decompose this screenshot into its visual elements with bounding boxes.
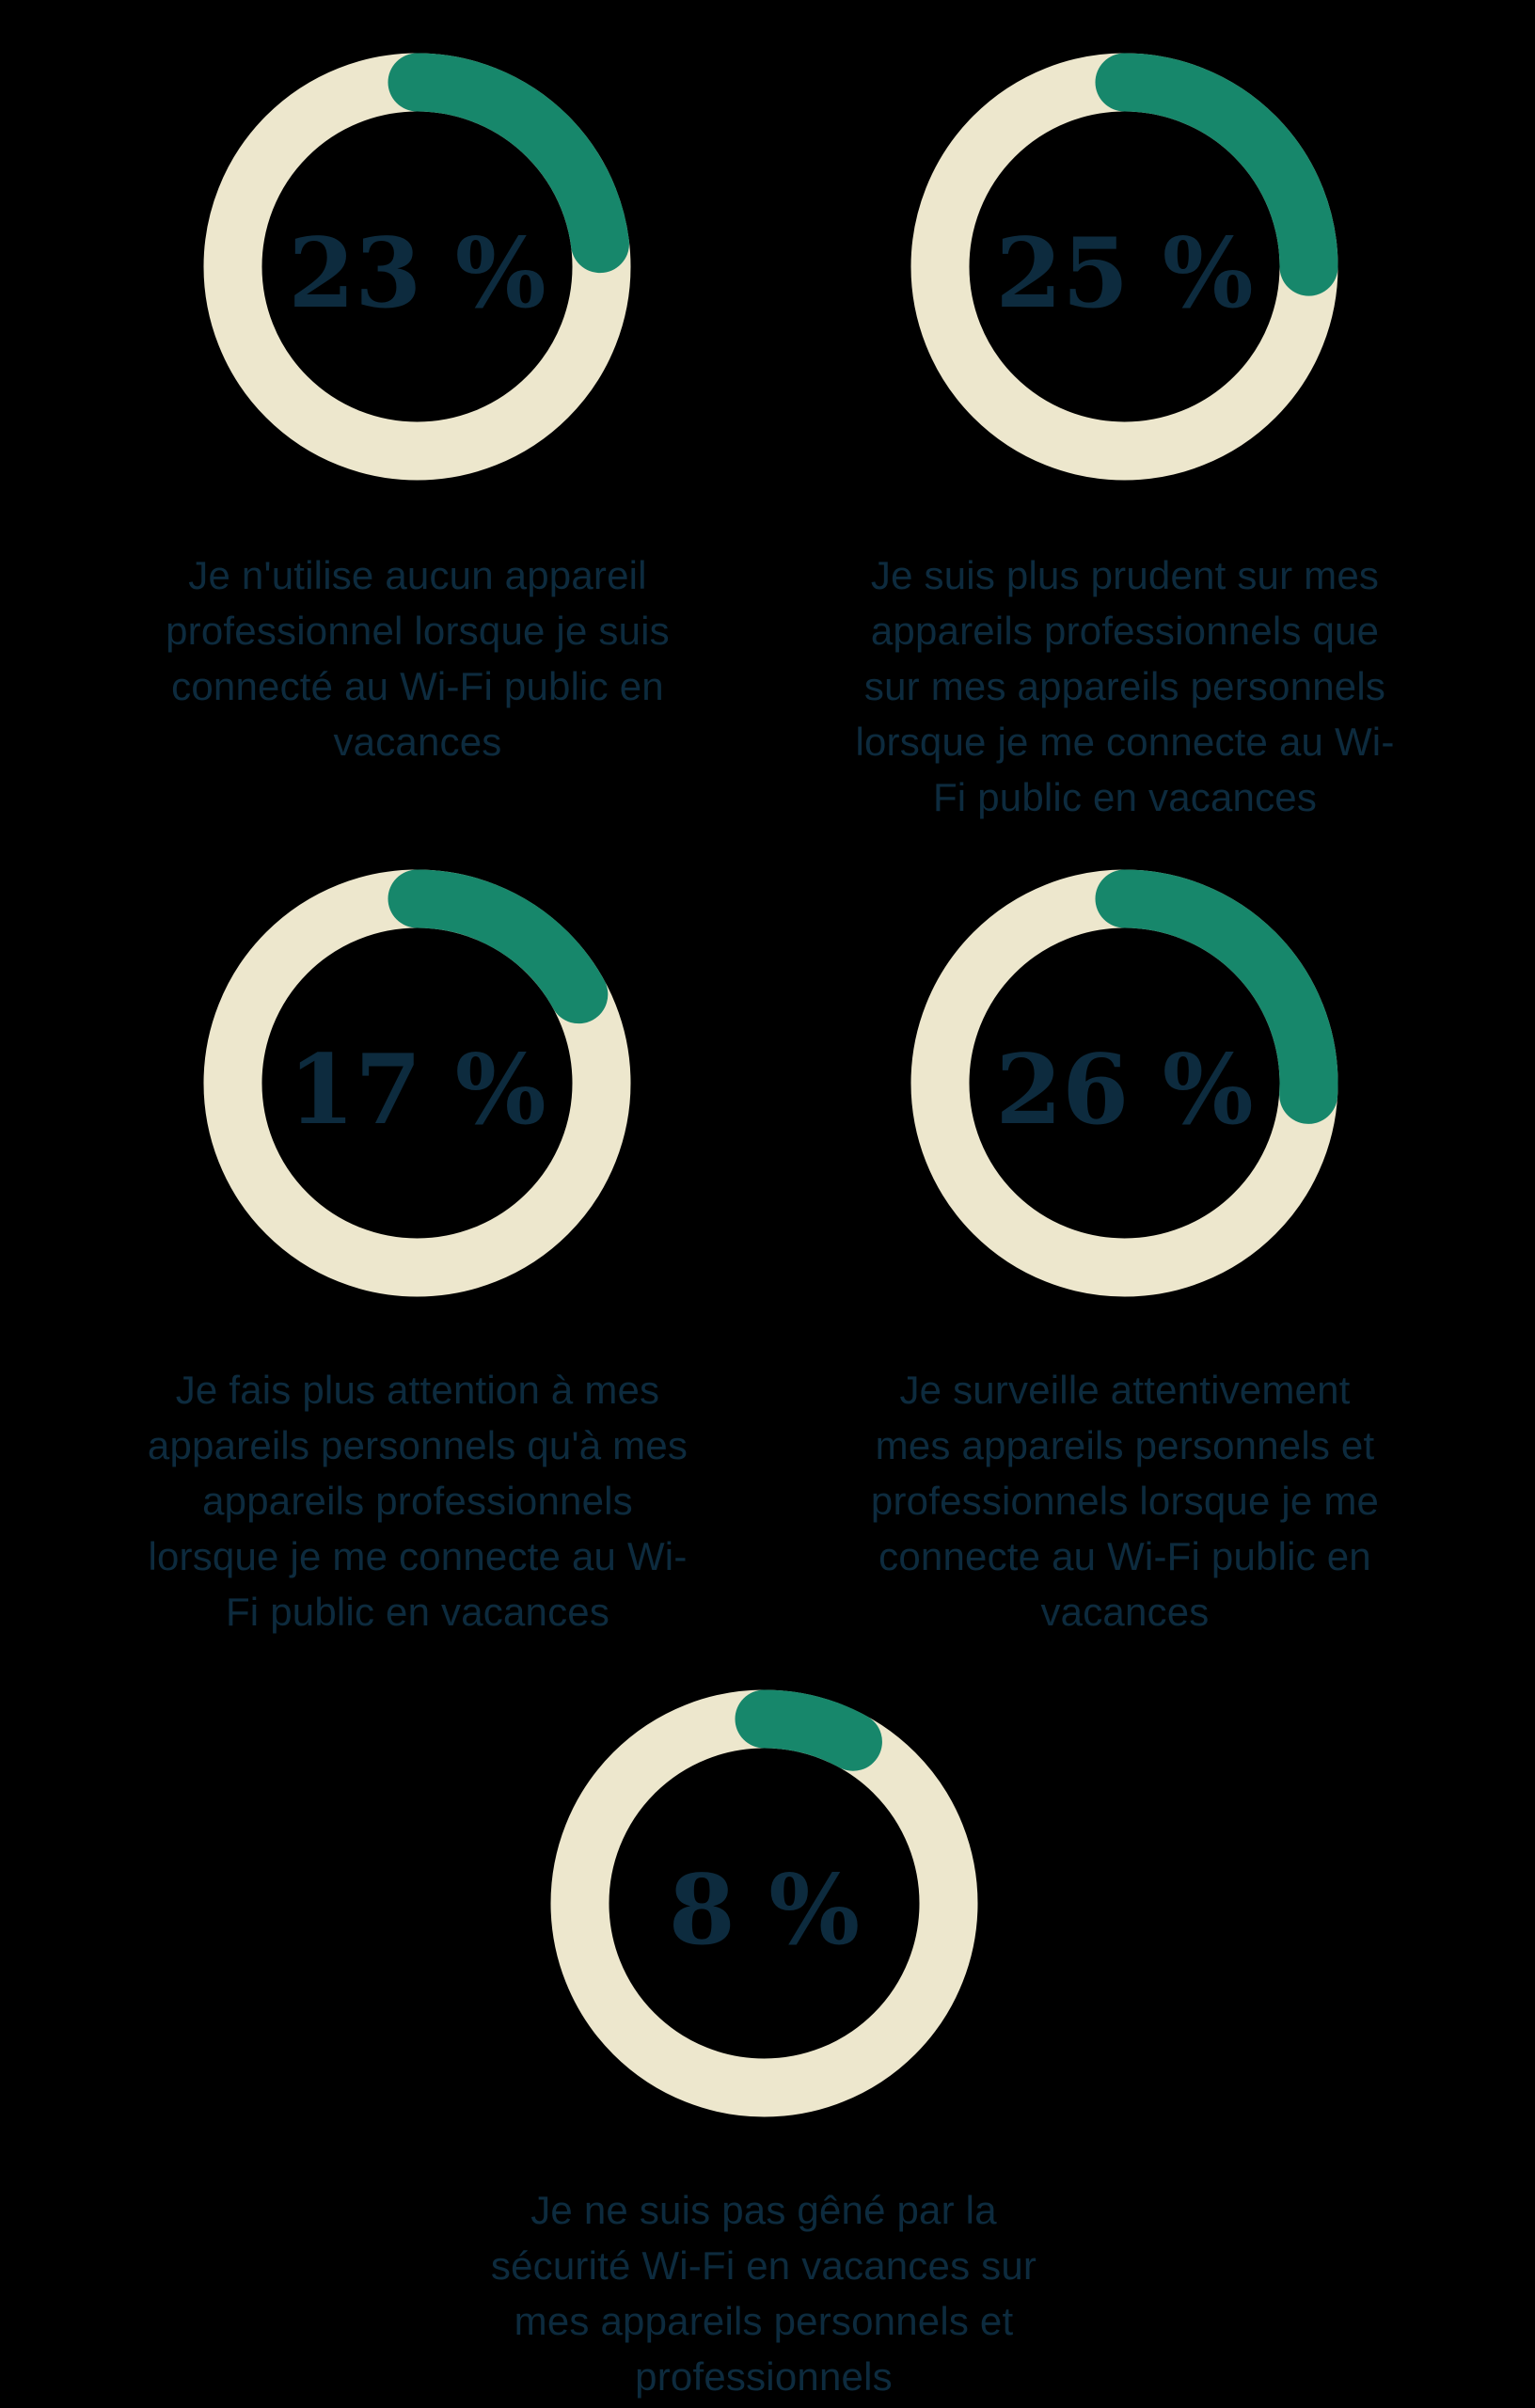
donut-chart-2: 25 %: [910, 53, 1338, 481]
donut-chart-4: 26 %: [910, 869, 1338, 1297]
caption-line: appareils professionnels que: [870, 609, 1380, 653]
donut-caption: Je fais plus attention à mes appareils p…: [135, 1362, 700, 1640]
caption-line: Fi public en vacances: [932, 775, 1318, 819]
donut-value-label: 26 %: [995, 1034, 1253, 1147]
donut-value-label: 23 %: [288, 217, 546, 330]
donut-caption: Je suis plus prudent sur mes appareils p…: [843, 547, 1407, 825]
caption-line: mes appareils personnels et: [875, 1423, 1375, 1467]
caption-line: Je surveille attentivement: [899, 1368, 1351, 1412]
donut-chart-3: 17 %: [203, 869, 631, 1297]
donut-chart-5: 8 %: [550, 1689, 978, 2117]
caption-line: lorsque je me connecte au Wi-: [855, 720, 1395, 764]
donut-progress-arc: [203, 53, 631, 481]
donut-progress-arc: [910, 869, 1338, 1297]
caption-line: mes appareils personnels et: [514, 2299, 1014, 2343]
donut-caption: Je n'utilise aucun appareil professionne…: [135, 547, 700, 769]
donut-caption: Je ne suis pas gêné par la sécurité Wi-F…: [482, 2182, 1046, 2404]
donut-progress-arc: [550, 1689, 978, 2117]
donut-caption: Je surveille attentivement mes appareils…: [843, 1362, 1407, 1640]
caption-line: Fi public en vacances: [225, 1590, 610, 1634]
caption-line: Je fais plus attention à mes: [175, 1368, 660, 1412]
caption-line: Je n'utilise aucun appareil: [188, 553, 647, 597]
donut-chart-1: 23 %: [203, 53, 631, 481]
donut-value-label: 25 %: [995, 217, 1253, 330]
donut-progress-arc: [910, 53, 1338, 481]
caption-line: vacances: [1040, 1590, 1210, 1634]
caption-line: professionnels lorsque je me: [870, 1479, 1380, 1523]
donut-progress-arc: [203, 869, 631, 1297]
donut-value-label: 8 %: [669, 1854, 860, 1967]
caption-line: Je suis plus prudent sur mes: [870, 553, 1380, 597]
caption-line: sur mes appareils personnels: [863, 664, 1386, 708]
caption-line: appareils personnels qu'à mes: [147, 1423, 688, 1467]
caption-line: connecte au Wi-Fi public en: [878, 1534, 1371, 1578]
caption-line: lorsque je me connecte au Wi-: [148, 1534, 688, 1578]
caption-line: connecté au Wi-Fi public en: [171, 664, 664, 708]
caption-line: Je ne suis pas gêné par la: [530, 2188, 997, 2232]
caption-line: professionnels: [635, 2354, 893, 2399]
donut-value-label: 17 %: [288, 1034, 546, 1147]
caption-line: vacances: [333, 720, 502, 764]
caption-line: appareils professionnels: [202, 1479, 633, 1523]
caption-line: sécurité Wi-Fi en vacances sur: [490, 2243, 1037, 2288]
caption-line: professionnel lorsque je suis: [166, 609, 670, 653]
